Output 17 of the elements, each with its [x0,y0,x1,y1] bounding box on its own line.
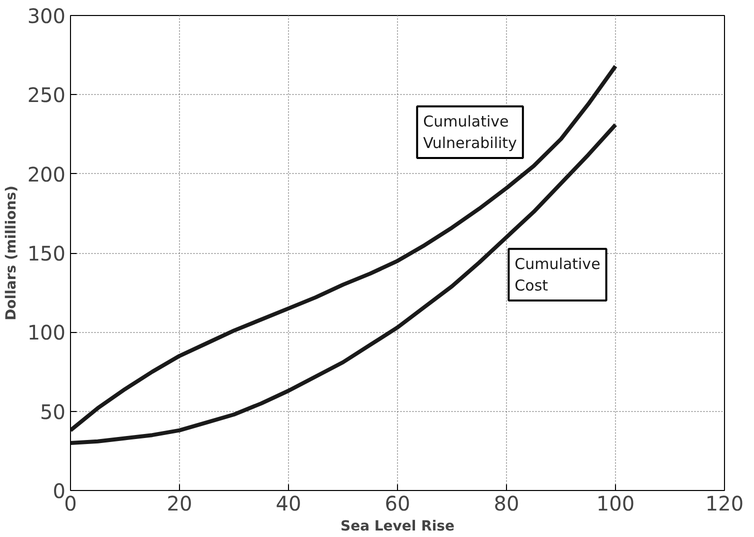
y-axis-title: Dollars (millions) [3,186,20,320]
y-tick-label: 250 [27,83,66,108]
x-tick-label: 20 [166,492,192,516]
y-tick-label: 50 [40,400,66,424]
x-tick-label: 100 [596,492,635,516]
y-tick-label: 300 [27,4,66,28]
y-tick-label: 200 [27,162,66,186]
series-label: Cumulative Cost [514,254,600,294]
y-tick-label: 150 [27,242,66,266]
series-label: Cumulative Vulnerability [423,112,518,152]
y-tick-label: 100 [27,320,66,345]
x-tick-label: 60 [384,492,410,516]
x-tick-label: 80 [494,492,520,516]
x-axis-title: Sea Level Rise [340,518,455,534]
x-tick-label: 40 [276,492,302,516]
line-series [70,64,618,432]
x-tick-label: 120 [705,492,744,516]
